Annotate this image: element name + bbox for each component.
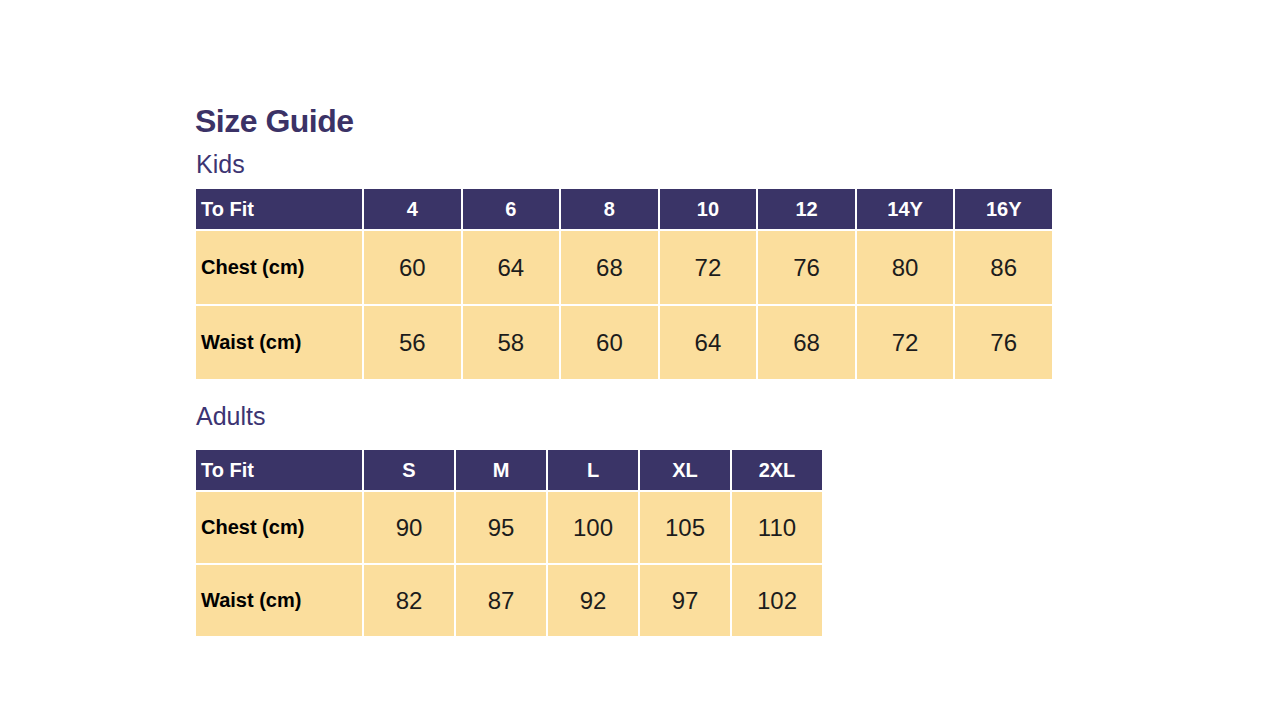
kids-header-row: To Fit 4 6 8 10 12 14Y 16Y [195, 188, 1053, 230]
table-cell: 110 [731, 491, 823, 564]
row-label-waist: Waist (cm) [195, 564, 363, 637]
section-label-adults: Adults [196, 402, 265, 431]
table-cell: 86 [954, 230, 1053, 305]
row-label-waist: Waist (cm) [195, 305, 363, 380]
page-title: Size Guide [195, 103, 354, 140]
table-cell: 95 [455, 491, 547, 564]
kids-size-table: To Fit 4 6 8 10 12 14Y 16Y Chest (cm) 60… [194, 187, 1054, 381]
column-header-size: S [363, 449, 455, 491]
column-header-size: 14Y [856, 188, 955, 230]
table-cell: 72 [856, 305, 955, 380]
column-header-size: M [455, 449, 547, 491]
table-cell: 58 [462, 305, 561, 380]
adults-header-row: To Fit S M L XL 2XL [195, 449, 823, 491]
table-cell: 64 [659, 305, 758, 380]
table-cell: 76 [954, 305, 1053, 380]
table-cell: 87 [455, 564, 547, 637]
table-cell: 72 [659, 230, 758, 305]
section-label-kids: Kids [196, 150, 245, 179]
column-header-size: 8 [560, 188, 659, 230]
column-header-to-fit: To Fit [195, 449, 363, 491]
slide: Size Guide Kids To Fit 4 6 8 10 12 14Y 1… [0, 0, 1280, 720]
adults-size-table: To Fit S M L XL 2XL Chest (cm) 90 95 100… [194, 448, 824, 638]
kids-chest-row: Chest (cm) 60 64 68 72 76 80 86 [195, 230, 1053, 305]
column-header-size: 2XL [731, 449, 823, 491]
table-cell: 60 [363, 230, 462, 305]
row-label-chest: Chest (cm) [195, 491, 363, 564]
table-cell: 82 [363, 564, 455, 637]
table-cell: 80 [856, 230, 955, 305]
table-cell: 64 [462, 230, 561, 305]
column-header-size: 12 [757, 188, 856, 230]
table-cell: 56 [363, 305, 462, 380]
column-header-size: 6 [462, 188, 561, 230]
column-header-to-fit: To Fit [195, 188, 363, 230]
table-cell: 60 [560, 305, 659, 380]
table-cell: 76 [757, 230, 856, 305]
table-cell: 92 [547, 564, 639, 637]
table-cell: 68 [560, 230, 659, 305]
table-cell: 105 [639, 491, 731, 564]
adults-chest-row: Chest (cm) 90 95 100 105 110 [195, 491, 823, 564]
column-header-size: 16Y [954, 188, 1053, 230]
kids-waist-row: Waist (cm) 56 58 60 64 68 72 76 [195, 305, 1053, 380]
adults-waist-row: Waist (cm) 82 87 92 97 102 [195, 564, 823, 637]
column-header-size: XL [639, 449, 731, 491]
column-header-size: 4 [363, 188, 462, 230]
column-header-size: 10 [659, 188, 758, 230]
table-cell: 90 [363, 491, 455, 564]
table-cell: 68 [757, 305, 856, 380]
row-label-chest: Chest (cm) [195, 230, 363, 305]
column-header-size: L [547, 449, 639, 491]
table-cell: 100 [547, 491, 639, 564]
table-cell: 102 [731, 564, 823, 637]
table-cell: 97 [639, 564, 731, 637]
